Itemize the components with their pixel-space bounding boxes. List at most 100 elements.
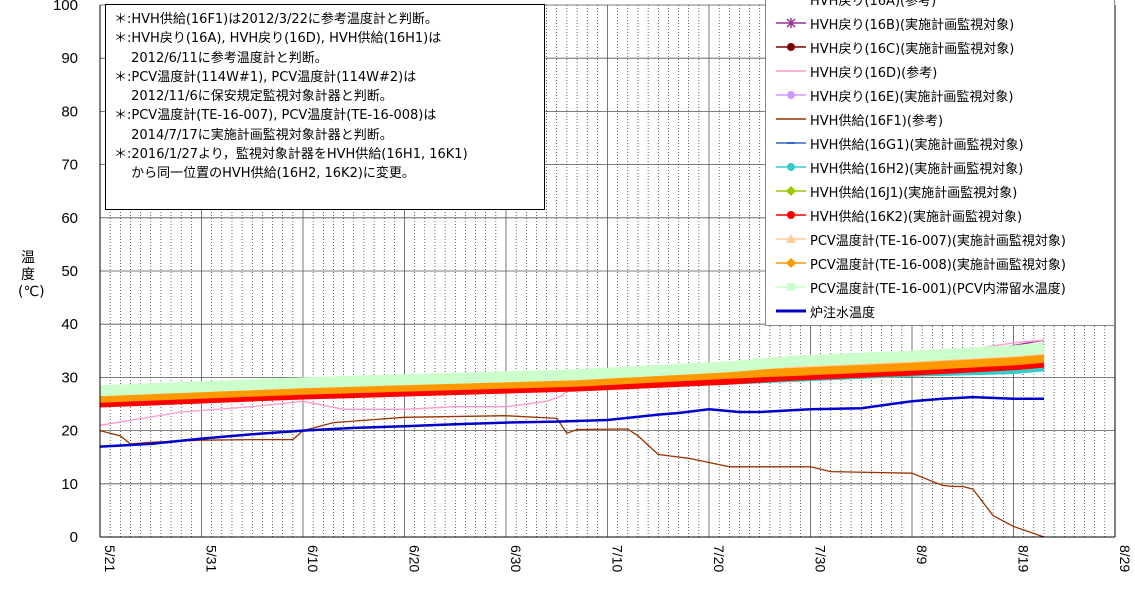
legend-label: HVH供給(16F1)(参考) [810, 113, 944, 129]
y-tick-label: 30 [61, 369, 78, 386]
legend-item: 炉注水温度 [774, 299, 1114, 323]
series-marker [787, 283, 795, 291]
legend-item: HVH供給(16K2)(実施計画監視対象) [774, 203, 1114, 227]
series-marker [787, 163, 795, 171]
note-line: 2012/6/11に参考温度計と判断。 [114, 50, 328, 66]
note-line: ＊:PCV温度計(114W#1), PCV温度計(114W#2)は [114, 69, 417, 85]
y-tick-label: 90 [61, 50, 78, 67]
y-tick-label: 100 [53, 0, 78, 14]
x-tick-label: 7/20 [711, 545, 727, 572]
series-marker [787, 142, 795, 144]
legend-item: HVH戻り(16E)(実施計画監視対象) [774, 83, 1114, 107]
series-line [99, 415, 1045, 538]
y-tick-label: 0 [70, 529, 78, 546]
legend-swatch [776, 142, 806, 144]
legend-label: 炉注水温度 [810, 305, 876, 321]
y-tick-label: 50 [61, 263, 78, 280]
legend-swatch [776, 258, 806, 268]
note-line: ＊:2016/1/27より，監視対象計器をHVH供給(16H1, 16K1) [114, 147, 468, 163]
series-group [99, 342, 1045, 397]
legend-item: PCV温度計(TE-16-007)(実施計画監視対象) [774, 227, 1114, 251]
legend-swatch [776, 309, 806, 313]
legend-item: PCV温度計(TE-16-001)(PCV内滞留水温度) [774, 275, 1114, 299]
x-tick-labels: 5/21 5/31 6/10 6/20 6/30 7/10 7/20 7/30 8/9 8/19 8… [102, 545, 1133, 572]
legend-item: HVH戻り(16C)(実施計画監視対象) [774, 35, 1114, 59]
x-tick-label: 6/30 [508, 545, 524, 572]
x-tick-label: 6/10 [305, 545, 321, 572]
note-line: から同一位置のHVH供給(16H2, 16K2)に変更。 [114, 166, 415, 182]
x-tick-label: 7/30 [813, 545, 829, 572]
legend-label: HVH供給(16K2)(実施計画監視対象) [810, 209, 1023, 225]
legend-label: HVH戻り(16C)(実施計画監視対象) [810, 41, 1015, 57]
x-tick-label: 8/9 [914, 545, 930, 565]
x-tick-label: 8/29 [1117, 545, 1133, 572]
note-line: 2012/11/6に保安規定監視対象計器と判断。 [114, 89, 393, 105]
series-group [99, 395, 1044, 448]
series-marker [787, 43, 795, 51]
series-marker [786, 18, 796, 28]
legend-item: PCV温度計(TE-16-008)(実施計画監視対象) [774, 251, 1114, 275]
series-marker [786, 186, 796, 196]
legend-swatch [774, 0, 808, 6]
legend-swatch [776, 234, 806, 243]
legend-item: HVH供給(16G1)(実施計画監視対象) [774, 131, 1114, 155]
y-tick-label: 60 [61, 210, 78, 227]
legend-item: HVH戻り(16D)(参考) [774, 59, 1114, 83]
legend-swatch [776, 118, 806, 120]
y-tick-label: 40 [61, 316, 78, 333]
series-marker [786, 258, 796, 268]
legend-swatch [776, 211, 806, 219]
series-layer [99, 339, 1045, 538]
x-tick-label: 8/19 [1016, 545, 1032, 572]
y-tick-labels: 0 10 20 30 40 50 60 70 80 90 100 [53, 0, 78, 546]
series-marker [786, 234, 796, 243]
legend-label: HVH戻り(16E)(実施計画監視対象) [810, 89, 1014, 105]
series-group [99, 415, 1045, 538]
legend-label: PCV温度計(TE-16-007)(実施計画監視対象) [810, 233, 1066, 249]
legend-label: PCV温度計(TE-16-001)(PCV内滞留水温度) [810, 281, 1066, 297]
legend-swatch [776, 70, 806, 72]
notes-box: ＊:HVH供給(16F1)は2012/3/22に参考温度計と判断。 ＊:HVH戻… [105, 4, 545, 210]
note-line: 2014/7/17に実施計画監視対象計器と判断。 [114, 127, 393, 143]
legend-swatch [776, 163, 806, 171]
series-line [99, 354, 1045, 403]
y-tick-label: 20 [61, 423, 78, 440]
legend-item: HVH戻り(16A)(参考) [774, 0, 1114, 11]
series-marker [787, 211, 795, 219]
x-tick-label: 5/21 [102, 545, 118, 572]
series-group [99, 354, 1045, 403]
legend-swatch [776, 43, 806, 51]
legend-label: HVH供給(16G1)(実施計画監視対象) [810, 137, 1024, 153]
legend-item: HVH供給(16H2)(実施計画監視対象) [774, 155, 1114, 179]
legend-label: HVH戻り(16D)(参考) [810, 65, 938, 81]
legend-label: PCV温度計(TE-16-008)(実施計画監視対象) [810, 257, 1066, 273]
y-tick-label: 10 [61, 476, 78, 493]
x-tick-label: 5/31 [204, 545, 220, 572]
series-line [99, 342, 1045, 397]
note-line: ＊:HVH供給(16F1)は2012/3/22に参考温度計と判断。 [114, 12, 438, 27]
series-marker [787, 91, 795, 99]
legend-label: HVH戻り(16A)(参考) [810, 0, 937, 9]
legend-item: HVH供給(16F1)(参考) [774, 107, 1114, 131]
legend-swatch [776, 283, 806, 291]
y-axis-title: 温度(℃) [18, 250, 45, 300]
legend-label: HVH戻り(16B)(実施計画監視対象) [810, 17, 1015, 33]
note-line: ＊:PCV温度計(TE-16-007), PCV温度計(TE-16-008)は [114, 108, 437, 124]
legend-swatch [776, 186, 806, 196]
legend-item: HVH供給(16J1)(実施計画監視対象) [774, 179, 1114, 203]
y-tick-label: 80 [61, 103, 78, 120]
series-line [99, 395, 1044, 448]
x-tick-label: 6/20 [407, 545, 423, 572]
legend: HVH戻り(16A)(参考) HVH戻り(16B)(実施計画監視対象) HVH戻り(… [765, 0, 1115, 326]
legend-label: HVH供給(16J1)(実施計画監視対象) [810, 185, 1018, 201]
series-line [99, 360, 1045, 408]
legend-swatch [776, 91, 806, 99]
axes [99, 5, 1116, 538]
x-tick-label: 7/10 [610, 545, 626, 572]
legend-swatch [776, 18, 806, 28]
y-tick-label: 70 [61, 157, 78, 174]
legend-item: HVH戻り(16B)(実施計画監視対象) [774, 11, 1114, 35]
note-line: ＊:HVH戻り(16A), HVH戻り(16D), HVH供給(16H1)は [114, 31, 442, 47]
series-group [99, 360, 1045, 408]
legend-label: HVH供給(16H2)(実施計画監視対象) [810, 161, 1024, 177]
